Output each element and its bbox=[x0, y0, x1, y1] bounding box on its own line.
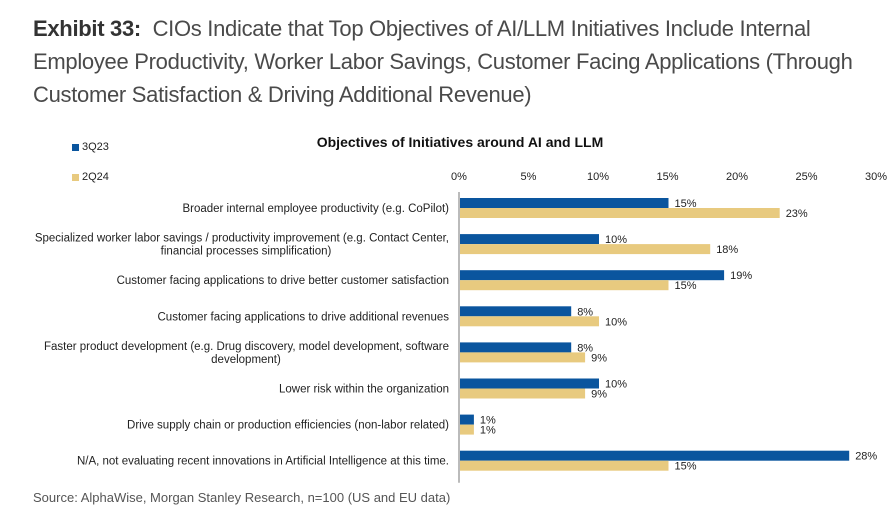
bar-3q23 bbox=[460, 342, 572, 353]
bar-3q23 bbox=[460, 234, 599, 245]
bar-3q23 bbox=[460, 450, 850, 461]
data-label-2q24: 18% bbox=[716, 244, 738, 256]
bar-3q23 bbox=[460, 414, 474, 425]
bar-3q23 bbox=[460, 306, 572, 317]
category-label: Lower risk within the organization bbox=[279, 384, 449, 396]
data-label-3q23: 10% bbox=[605, 379, 627, 391]
chart-title: Objectives of Initiatives around AI and … bbox=[316, 134, 604, 150]
bar-2q24 bbox=[460, 352, 586, 363]
x-tick-label: 30% bbox=[865, 171, 887, 183]
category-label: N/A, not evaluating recent innovations i… bbox=[77, 456, 449, 468]
x-tick-label: 15% bbox=[656, 171, 678, 183]
data-label-3q23: 15% bbox=[675, 198, 697, 210]
legend-item-3q23: 3Q23 bbox=[72, 141, 109, 153]
category-label: financial processes simplification) bbox=[161, 246, 332, 258]
data-label-2q24: 1% bbox=[480, 425, 496, 437]
bar-2q24 bbox=[460, 208, 780, 218]
category-label: Customer facing applications to drive be… bbox=[117, 275, 449, 287]
category-label: Specialized worker labor savings / produ… bbox=[35, 233, 449, 245]
data-label-2q24: 9% bbox=[591, 352, 607, 364]
data-label-3q23: 8% bbox=[577, 306, 593, 318]
category-label: Faster product development (e.g. Drug di… bbox=[44, 341, 449, 353]
bar-2q24 bbox=[460, 388, 586, 399]
legend-item-2q24: 2Q24 bbox=[72, 171, 109, 183]
legend-label-2q24: 2Q24 bbox=[82, 171, 109, 183]
x-tick-label: 10% bbox=[587, 171, 609, 183]
data-label-2q24: 15% bbox=[675, 280, 697, 292]
bar-2q24 bbox=[460, 460, 669, 471]
category-label: Drive supply chain or production efficie… bbox=[127, 420, 449, 432]
legend-swatch-3q23 bbox=[72, 143, 79, 151]
category-label: development) bbox=[211, 354, 281, 366]
data-label-3q23: 28% bbox=[855, 451, 877, 463]
source-note: Source: AlphaWise, Morgan Stanley Resear… bbox=[33, 490, 451, 505]
bar-2q24 bbox=[460, 424, 474, 435]
data-label-2q24: 9% bbox=[591, 389, 607, 401]
x-tick-label: 20% bbox=[726, 171, 748, 183]
x-tick-label: 5% bbox=[521, 171, 537, 183]
bar-3q23 bbox=[460, 270, 725, 281]
data-label-2q24: 10% bbox=[605, 316, 627, 328]
bar-2q24 bbox=[460, 244, 711, 255]
category-label: Broader internal employee productivity (… bbox=[182, 203, 449, 215]
bar-2q24 bbox=[460, 316, 599, 327]
exhibit-title-text: CIOs Indicate that Top Objectives of AI/… bbox=[33, 16, 853, 107]
data-label-3q23: 1% bbox=[480, 415, 496, 427]
data-label-2q24: 23% bbox=[786, 208, 808, 220]
x-tick-label: 25% bbox=[795, 171, 817, 183]
bar-3q23 bbox=[460, 378, 599, 389]
exhibit-number: Exhibit 33: bbox=[33, 16, 141, 41]
x-tick-label: 0% bbox=[451, 171, 467, 183]
category-label: Customer facing applications to drive ad… bbox=[158, 311, 450, 323]
data-label-3q23: 10% bbox=[605, 234, 627, 246]
bar-2q24 bbox=[460, 280, 669, 291]
data-label-2q24: 15% bbox=[675, 461, 697, 473]
legend-swatch-2q24 bbox=[72, 173, 79, 181]
data-label-3q23: 8% bbox=[577, 342, 593, 354]
exhibit-title: Exhibit 33: CIOs Indicate that Top Objec… bbox=[33, 12, 893, 111]
legend-label-3q23: 3Q23 bbox=[82, 141, 109, 153]
bar-3q23 bbox=[460, 198, 669, 208]
data-label-3q23: 19% bbox=[730, 270, 752, 282]
